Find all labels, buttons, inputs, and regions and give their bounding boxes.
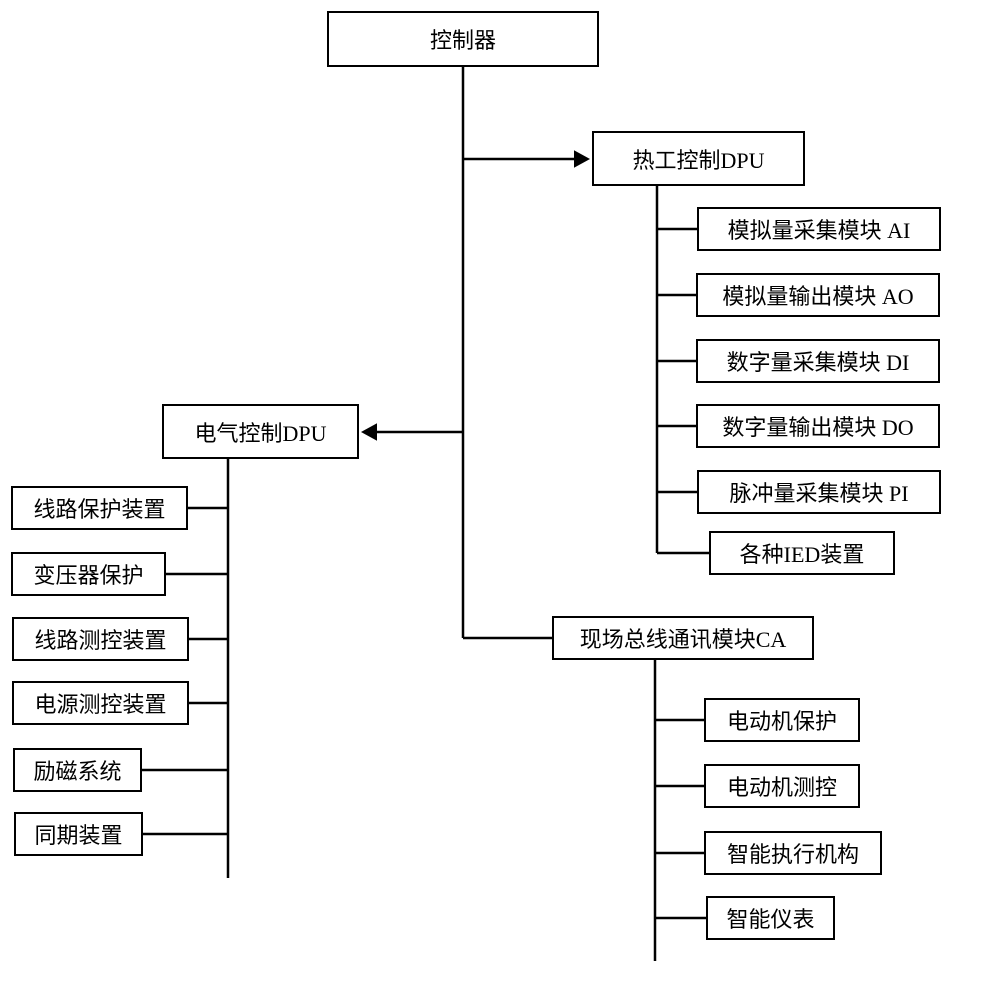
node-thermal-do: 数字量输出模块 DO <box>696 404 940 448</box>
node-thermal-pi: 脉冲量采集模块 PI <box>697 470 941 514</box>
label-thermal-di: 数字量采集模块 DI <box>727 345 910 377</box>
node-thermal-ied: 各种IED装置 <box>709 531 895 575</box>
node-elec-line-prot: 线路保护装置 <box>11 486 188 530</box>
node-thermal-di: 数字量采集模块 DI <box>696 339 940 383</box>
label-thermal-ied: 各种IED装置 <box>740 537 865 569</box>
label-controller-root: 控制器 <box>430 23 496 55</box>
node-fb-motor-prot: 电动机保护 <box>704 698 860 742</box>
node-elec-power-mc: 电源测控装置 <box>12 681 189 725</box>
label-fb-motor-prot: 电动机保护 <box>727 704 837 736</box>
node-elec-line-mc: 线路测控装置 <box>12 617 189 661</box>
node-elec-trans-prot: 变压器保护 <box>11 552 166 596</box>
label-electrical-dpu: 电气控制DPU <box>194 416 326 448</box>
label-elec-line-prot: 线路保护装置 <box>33 492 165 524</box>
node-fieldbus-ca: 现场总线通讯模块CA <box>552 616 814 660</box>
label-thermal-ao: 模拟量输出模块 AO <box>722 279 913 311</box>
label-thermal-ai: 模拟量采集模块 AI <box>728 213 911 245</box>
label-elec-excitation: 励磁系统 <box>33 754 121 786</box>
label-elec-power-mc: 电源测控装置 <box>34 687 166 719</box>
node-thermal-dpu: 热工控制DPU <box>592 131 805 186</box>
node-controller-root: 控制器 <box>327 11 599 67</box>
node-fb-smart-meter: 智能仪表 <box>706 896 835 940</box>
node-thermal-ai: 模拟量采集模块 AI <box>697 207 941 251</box>
label-thermal-pi: 脉冲量采集模块 PI <box>729 476 908 508</box>
node-elec-excitation: 励磁系统 <box>13 748 142 792</box>
node-fb-smart-actuator: 智能执行机构 <box>704 831 882 875</box>
label-elec-trans-prot: 变压器保护 <box>33 558 143 590</box>
label-fb-smart-actuator: 智能执行机构 <box>727 837 859 869</box>
label-thermal-do: 数字量输出模块 DO <box>722 410 913 442</box>
node-electrical-dpu: 电气控制DPU <box>162 404 359 459</box>
label-thermal-dpu: 热工控制DPU <box>632 143 764 175</box>
node-thermal-ao: 模拟量输出模块 AO <box>696 273 940 317</box>
label-elec-line-mc: 线路测控装置 <box>34 623 166 655</box>
label-fb-motor-mc: 电动机测控 <box>727 770 837 802</box>
node-fb-motor-mc: 电动机测控 <box>704 764 860 808</box>
label-elec-sync: 同期装置 <box>34 818 122 850</box>
label-fb-smart-meter: 智能仪表 <box>726 902 814 934</box>
label-fieldbus-ca: 现场总线通讯模块CA <box>580 622 787 654</box>
node-elec-sync: 同期装置 <box>14 812 143 856</box>
